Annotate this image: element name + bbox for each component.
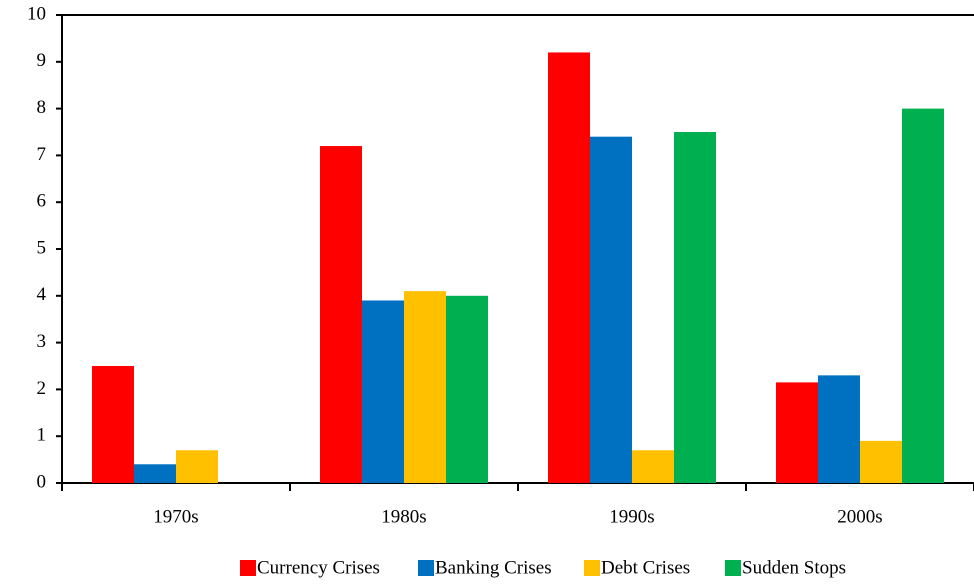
bar — [176, 450, 218, 483]
bar — [860, 440, 902, 483]
bar — [446, 295, 488, 483]
legend-swatch — [418, 560, 434, 576]
x-tick-label: 1980s — [381, 506, 426, 527]
y-tick-label: 6 — [37, 191, 47, 212]
y-tick-label: 3 — [37, 331, 47, 352]
y-tick-label: 0 — [37, 471, 47, 492]
bar — [548, 52, 590, 483]
x-tick-label: 1970s — [153, 506, 198, 527]
y-tick-label: 1 — [37, 425, 47, 446]
y-tick-label: 9 — [37, 50, 47, 71]
y-tick-label: 4 — [37, 284, 47, 305]
bar — [632, 450, 674, 483]
legend-swatch — [240, 560, 256, 576]
bar — [674, 132, 716, 483]
bar — [404, 291, 446, 483]
legend-swatch — [725, 560, 741, 576]
bar — [776, 382, 818, 483]
y-tick-label: 8 — [37, 97, 47, 118]
bar — [818, 375, 860, 483]
bar — [590, 136, 632, 483]
legend-label: Currency Crises — [257, 557, 380, 578]
x-tick-label: 2000s — [837, 506, 882, 527]
y-tick-label: 2 — [37, 378, 47, 399]
bar — [902, 108, 944, 483]
legend-label: Sudden Stops — [742, 557, 846, 578]
legend-swatch — [584, 560, 600, 576]
legend-label: Debt Crises — [601, 557, 690, 578]
x-tick-label: 1990s — [609, 506, 654, 527]
legend-label: Banking Crises — [435, 557, 552, 578]
y-tick-label: 10 — [27, 3, 46, 24]
bar — [362, 300, 404, 483]
bar — [320, 146, 362, 484]
bar — [134, 464, 176, 483]
bar — [92, 366, 134, 483]
y-tick-label: 5 — [37, 237, 47, 258]
y-tick-label: 7 — [37, 144, 47, 165]
